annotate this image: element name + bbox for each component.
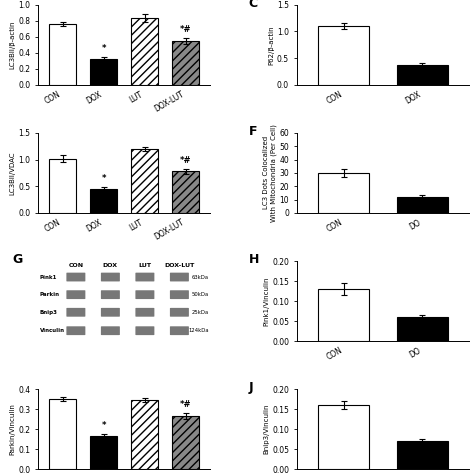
Bar: [131, 149, 158, 213]
Bar: [397, 317, 447, 341]
Text: 63kDa: 63kDa: [191, 274, 209, 280]
Bar: [49, 158, 76, 213]
Bar: [319, 26, 369, 85]
Text: *: *: [101, 421, 106, 430]
Y-axis label: Bnip3/Vinculin: Bnip3/Vinculin: [264, 404, 269, 455]
FancyBboxPatch shape: [66, 308, 85, 317]
FancyBboxPatch shape: [136, 326, 155, 335]
Y-axis label: Parkin/Vinculin: Parkin/Vinculin: [9, 403, 15, 455]
Bar: [397, 64, 447, 85]
Bar: [173, 171, 199, 213]
Text: Bnip3: Bnip3: [40, 310, 58, 315]
Y-axis label: LC3BII/β-actin: LC3BII/β-actin: [9, 20, 15, 69]
Text: *: *: [101, 174, 106, 183]
FancyBboxPatch shape: [136, 290, 155, 299]
Bar: [319, 289, 369, 341]
Bar: [173, 416, 199, 469]
Text: F: F: [248, 125, 257, 138]
Text: CON: CON: [68, 264, 83, 268]
FancyBboxPatch shape: [101, 326, 120, 335]
Text: Pink1: Pink1: [40, 274, 57, 280]
Text: *#: *#: [180, 155, 191, 164]
Y-axis label: Pink1/Vinculin: Pink1/Vinculin: [264, 276, 269, 326]
Bar: [90, 436, 117, 469]
Y-axis label: P62/β-actin: P62/β-actin: [268, 25, 274, 64]
Bar: [319, 173, 369, 213]
FancyBboxPatch shape: [170, 290, 189, 299]
FancyBboxPatch shape: [170, 326, 189, 335]
Bar: [131, 400, 158, 469]
Text: DOX: DOX: [103, 264, 118, 268]
FancyBboxPatch shape: [101, 290, 120, 299]
Text: *#: *#: [180, 400, 191, 409]
FancyBboxPatch shape: [101, 308, 120, 317]
Text: G: G: [12, 253, 22, 266]
Text: DOX-LUT: DOX-LUT: [164, 264, 194, 268]
Text: H: H: [248, 253, 259, 266]
Bar: [173, 41, 199, 85]
Text: C: C: [248, 0, 257, 10]
FancyBboxPatch shape: [66, 290, 85, 299]
FancyBboxPatch shape: [136, 308, 155, 317]
Y-axis label: LC3 Dots Colocalized
With Mitochondria (Per Cell): LC3 Dots Colocalized With Mitochondria (…: [263, 124, 276, 222]
FancyBboxPatch shape: [136, 273, 155, 282]
Text: *#: *#: [180, 25, 191, 34]
Text: 124kDa: 124kDa: [188, 328, 209, 333]
Bar: [49, 399, 76, 469]
Y-axis label: LC3BII/VDAC: LC3BII/VDAC: [9, 151, 15, 195]
Text: 25kDa: 25kDa: [191, 310, 209, 315]
FancyBboxPatch shape: [66, 326, 85, 335]
Bar: [49, 24, 76, 85]
FancyBboxPatch shape: [170, 308, 189, 317]
FancyBboxPatch shape: [66, 273, 85, 282]
FancyBboxPatch shape: [170, 273, 189, 282]
Text: Parkin: Parkin: [40, 292, 60, 297]
Bar: [397, 441, 447, 469]
Text: LUT: LUT: [138, 264, 151, 268]
FancyBboxPatch shape: [101, 273, 120, 282]
Bar: [131, 18, 158, 85]
Bar: [319, 405, 369, 469]
Text: J: J: [248, 381, 253, 394]
Bar: [397, 197, 447, 213]
Text: Vinculin: Vinculin: [40, 328, 64, 333]
Bar: [90, 190, 117, 213]
Bar: [90, 59, 117, 85]
Text: 50kDa: 50kDa: [191, 292, 209, 297]
Text: *: *: [101, 44, 106, 53]
